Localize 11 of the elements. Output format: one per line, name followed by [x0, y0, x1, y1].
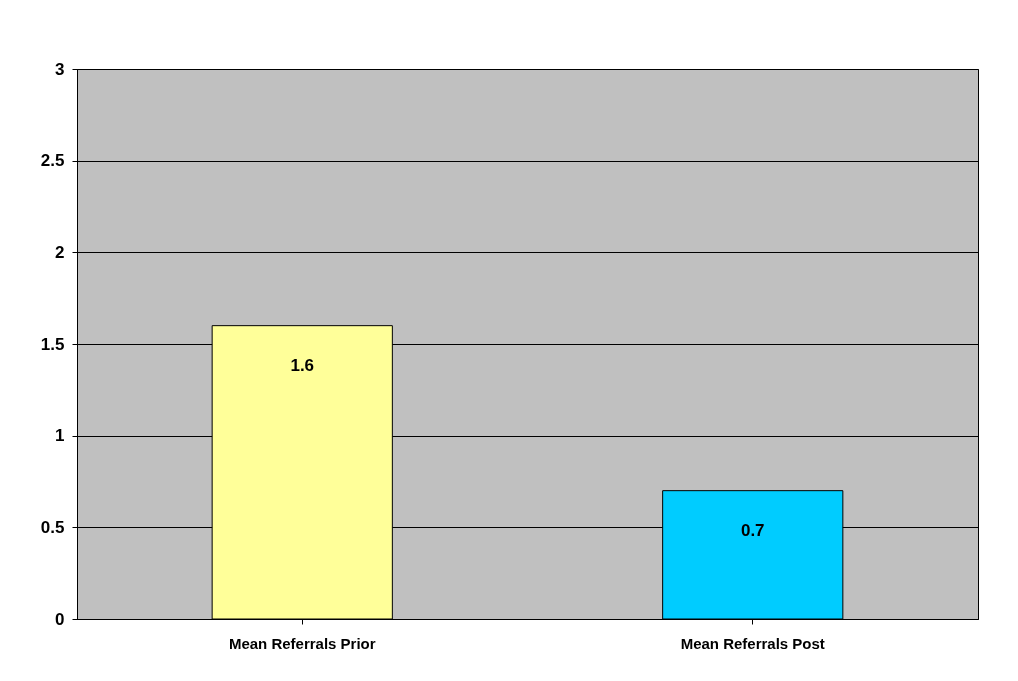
- y-tick-label: 0: [55, 609, 65, 629]
- y-tick-label: 1: [55, 426, 65, 446]
- data-label: 0.7: [740, 520, 765, 540]
- y-tick-label: 3: [55, 59, 65, 79]
- data-label: 1.6: [290, 355, 315, 375]
- x-tick-label: Mean Referrals Prior: [228, 634, 376, 652]
- y-tick-label: 2.5: [40, 151, 65, 171]
- y-tick-label: 2: [55, 242, 65, 262]
- y-tick-label: 0.5: [40, 517, 65, 537]
- y-tick-label: 1.5: [40, 334, 65, 354]
- x-tick-label: Mean Referrals Post: [680, 634, 825, 652]
